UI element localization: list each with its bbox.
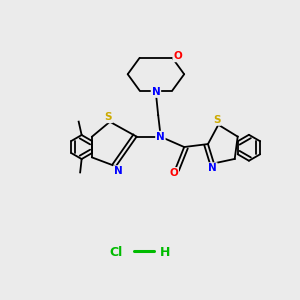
Text: Cl: Cl <box>109 246 122 259</box>
Text: N: N <box>114 166 123 176</box>
Text: S: S <box>105 112 112 122</box>
Text: N: N <box>156 132 165 142</box>
Text: H: H <box>160 246 170 259</box>
Text: S: S <box>213 115 220 125</box>
Text: O: O <box>169 168 178 178</box>
Text: N: N <box>208 163 217 173</box>
Text: N: N <box>152 87 160 97</box>
Text: O: O <box>173 51 182 62</box>
